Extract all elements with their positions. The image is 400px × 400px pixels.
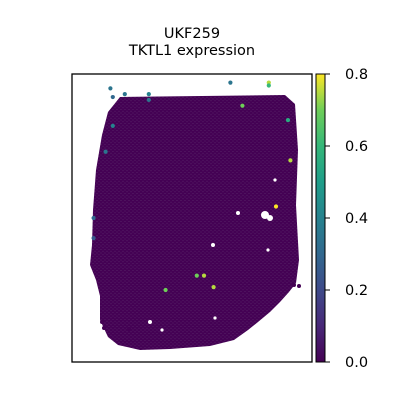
highlighted-spot [266,83,271,88]
highlighted-spot [91,236,96,241]
chart-title: UKF259 TKTL1 expression [72,26,312,60]
highlighted-spot [194,273,199,278]
highlighted-spot [273,204,279,209]
tissue-spots [90,95,301,350]
highlighted-spot [201,273,207,278]
colorbar-tick-label: 0.6 [345,139,368,155]
highlighted-spot [288,158,293,163]
colorbar-tick-label: 0.8 [345,67,368,83]
highlighted-spot [211,285,216,290]
colorbar-gradient [315,73,326,363]
highlighted-spot [240,103,245,108]
colorbar-tick-label: 0.2 [345,283,368,299]
chart-title-line-1: UKF259 [163,26,221,42]
highlighted-spot [266,80,271,85]
colorbar-ticks: 0.0 0.2 0.4 0.6 0.8 [325,67,368,371]
highlighted-spot [146,92,151,97]
chart-title-line-2: TKTL1 expression [128,43,256,59]
highlighted-spot [110,123,115,128]
colorbar: 0.0 0.2 0.4 0.6 0.8 [315,67,368,371]
highlighted-spot [110,94,115,100]
colorbar-tick-label: 0.0 [345,355,368,371]
highlighted-spot [103,149,108,154]
highlighted-spots [91,80,293,293]
highlighted-spot [146,97,151,103]
highlighted-spot [122,92,127,97]
highlighted-spot [91,215,96,221]
highlighted-spot [108,86,113,91]
colorbar-tick-label: 0.4 [345,211,368,227]
highlighted-spot [228,80,233,85]
highlighted-spot [163,287,168,293]
plot-frame [71,73,313,363]
highlighted-spot [285,117,291,123]
